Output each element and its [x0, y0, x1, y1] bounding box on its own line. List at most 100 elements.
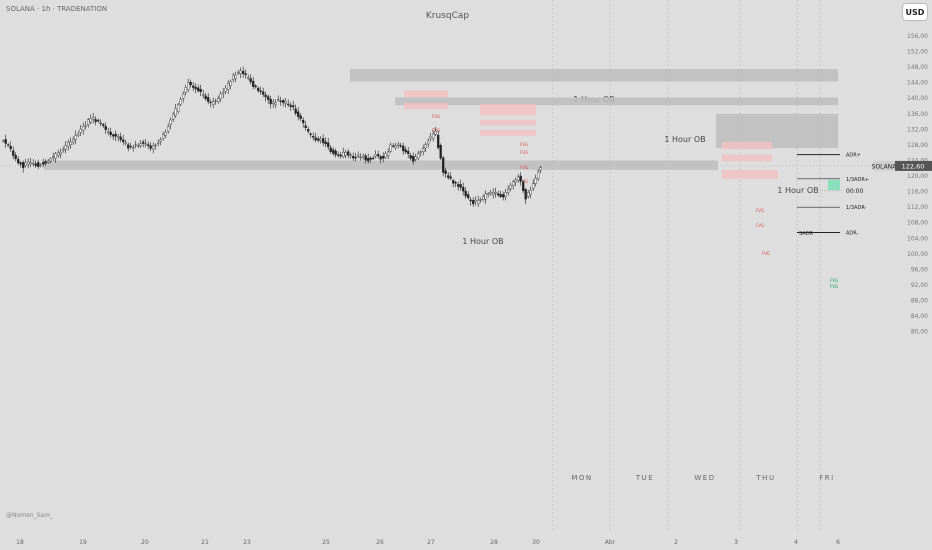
- candle: [12, 146, 15, 160]
- weekday-label: FRI: [819, 474, 834, 482]
- candle: [237, 69, 240, 75]
- candle: [534, 174, 537, 187]
- price-tick-label: 88,00: [911, 298, 928, 305]
- candle: [62, 146, 65, 153]
- candle: [284, 98, 287, 108]
- candle: [7, 143, 10, 147]
- time-tick-label: 18: [16, 539, 24, 546]
- candle: [202, 89, 205, 99]
- time-tick-label: 19: [79, 539, 87, 546]
- currency-button[interactable]: USD: [902, 3, 928, 21]
- candle: [367, 153, 370, 164]
- candle: [219, 91, 222, 103]
- fvg-bear-zone: [722, 170, 778, 179]
- price-tick-label: 148,00: [907, 64, 928, 71]
- candle: [89, 114, 92, 125]
- adr-level-label: ADR-: [846, 230, 859, 236]
- candle: [52, 152, 55, 161]
- author-label: KrusqCap: [425, 11, 470, 21]
- fvg-bear-zone: [480, 104, 536, 110]
- candle: [204, 92, 207, 101]
- candle: [227, 79, 230, 94]
- candle: [452, 178, 455, 188]
- candle: [282, 98, 285, 107]
- candle: [419, 150, 422, 157]
- time-axis[interactable]: 18 19 20 21 23 25 26 27 28 30 Abr 2 3 4 6: [0, 532, 895, 550]
- candle: [539, 165, 542, 174]
- candle: [162, 131, 165, 141]
- candle: [477, 195, 480, 207]
- price-tick-label: 96,00: [911, 266, 928, 273]
- candle: [102, 122, 105, 128]
- weekday-label: WED: [694, 474, 715, 482]
- candle: [417, 150, 420, 161]
- candle: [424, 142, 427, 153]
- candle: [517, 173, 520, 184]
- fvg-bear-zone: [722, 141, 772, 150]
- price-tick-label: 128,00: [907, 142, 928, 149]
- candle: [37, 159, 40, 170]
- price-tick-label: 108,00: [907, 220, 928, 227]
- candle: [87, 117, 90, 128]
- candle: [327, 137, 330, 150]
- candle: [294, 104, 297, 116]
- candle: [177, 102, 180, 114]
- candle: [407, 147, 410, 159]
- price-tick-label: 116,00: [907, 189, 928, 196]
- price-tick-label: 132,00: [907, 126, 928, 133]
- candle: [247, 74, 250, 81]
- candle: [179, 97, 182, 107]
- candle: [112, 133, 115, 140]
- price-tick-label: 84,00: [911, 313, 928, 320]
- price-tick-label: 112,00: [907, 204, 928, 211]
- candle: [54, 151, 57, 163]
- candle: [297, 107, 300, 121]
- candle: [212, 97, 215, 109]
- order-block-zone: [44, 160, 718, 170]
- candle: [524, 187, 527, 204]
- candle: [67, 139, 70, 151]
- candle: [409, 153, 412, 161]
- candle: [189, 79, 192, 88]
- candle: [9, 141, 12, 152]
- candle: [109, 127, 112, 138]
- price-tick-label: 144,00: [907, 80, 928, 87]
- candle: [429, 132, 432, 142]
- candle: [519, 172, 522, 186]
- candle: [479, 197, 482, 203]
- candle: [222, 87, 225, 99]
- order-block-zone: [350, 69, 838, 82]
- candle: [279, 96, 282, 106]
- adr-level-label: 00:00: [846, 188, 863, 195]
- candle: [467, 191, 470, 200]
- current-price-tag: [895, 160, 932, 171]
- candle: [527, 189, 530, 199]
- candle: [442, 155, 445, 177]
- candle: [379, 154, 382, 164]
- candle: [239, 67, 242, 79]
- candle: [82, 122, 85, 135]
- candle: [69, 137, 72, 149]
- candle: [144, 139, 147, 148]
- candle: [404, 146, 407, 155]
- candle: [474, 196, 477, 206]
- current-price-label: 122,60: [902, 162, 925, 170]
- candle: [512, 179, 515, 190]
- candle: [349, 152, 352, 159]
- candle: [482, 194, 485, 202]
- candle: [172, 111, 175, 122]
- fvg-label: FVG: [756, 223, 764, 228]
- candle: [182, 91, 185, 103]
- candle: [514, 177, 517, 186]
- price-axis[interactable]: 156,00 152,00 148,00 144,00 140,00 136,00 132,…: [895, 0, 932, 532]
- candle: [34, 160, 37, 169]
- candle: [504, 189, 507, 201]
- candle: [469, 197, 472, 206]
- candle: [152, 142, 155, 154]
- order-block-label: 1 Hour OB: [664, 135, 705, 144]
- candle: [487, 192, 490, 198]
- time-tick-label: 26: [376, 539, 384, 546]
- chart-canvas[interactable]: 1 Hour OB1 Hour OB1 Hour OB1 Hour OBFVGF…: [0, 0, 895, 532]
- candle: [434, 126, 437, 137]
- fvg-label: FVG: [756, 208, 764, 213]
